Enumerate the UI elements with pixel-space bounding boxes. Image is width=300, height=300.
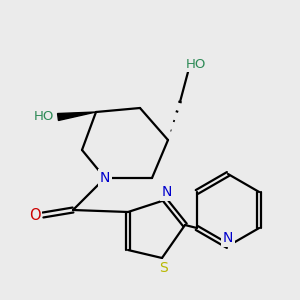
Text: HO: HO [34,110,54,124]
Text: HO: HO [186,58,206,70]
Text: O: O [29,208,41,223]
Text: N: N [100,171,110,185]
Text: S: S [160,261,168,275]
Polygon shape [58,112,96,121]
Text: N: N [223,231,233,245]
Text: N: N [162,185,172,199]
